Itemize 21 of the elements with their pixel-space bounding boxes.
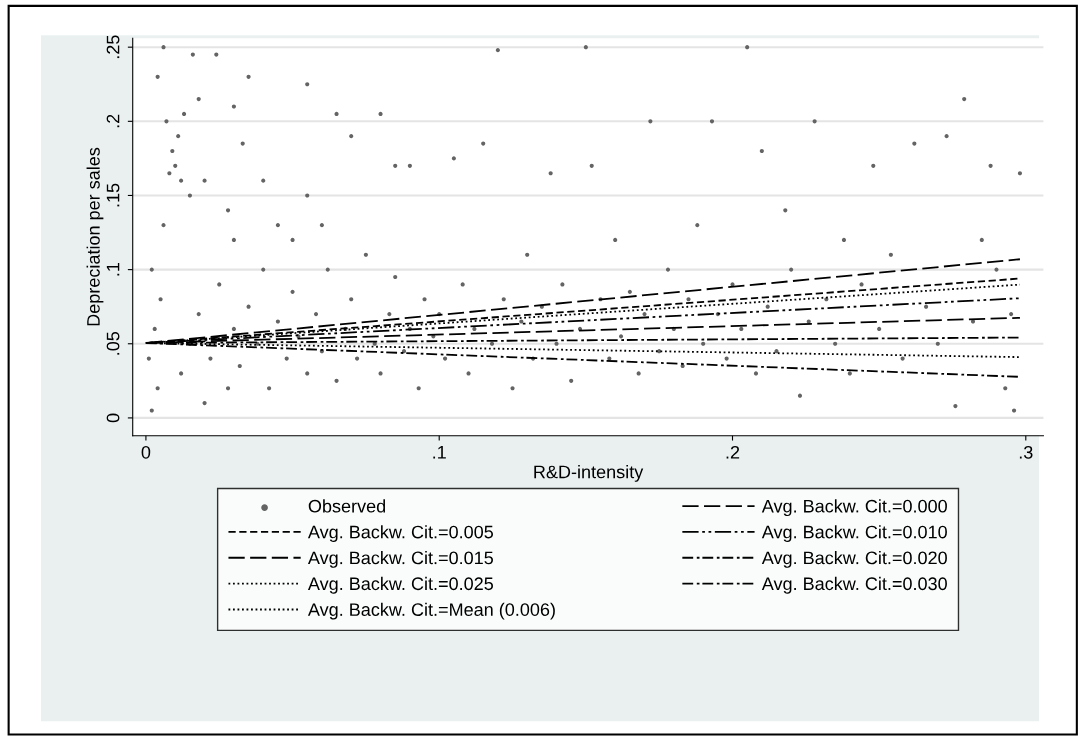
y-tick-label: .1 [106,262,120,276]
x-axis-title: R&D-intensity [534,465,644,482]
x-tick-label: 0 [141,445,151,459]
legend-label: Avg. Backw. Cit.=0.000 [761,499,947,517]
legend-label: Avg. Backw. Cit.=0.015 [307,551,494,568]
y-tick-label: .05 [106,331,120,355]
legend-label: Observed [308,499,386,513]
legend-label: Avg. Backw. Cit.=Mean (0.006) [307,602,555,620]
y-tick-label: .25 [106,35,120,59]
y-axis-title: Depreciation per sales [86,147,104,326]
legend-label: Avg. Backw. Cit.=0.010 [761,525,947,542]
y-tick-label: 0 [106,413,120,423]
y-tick-label: .15 [106,183,120,207]
x-tick-label: .1 [433,446,446,459]
y-tick-label: .2 [106,114,120,128]
legend-label: Avg. Backw. Cit.=0.025 [307,576,494,594]
legend-label: Avg. Backw. Cit.=0.005 [307,525,494,542]
legend-label: Avg. Backw. Cit.=0.020 [761,551,947,568]
x-tick-label: .2 [726,445,740,459]
legend-label: Avg. Backw. Cit.=0.030 [761,576,947,594]
x-tick-label: .3 [1019,445,1033,459]
